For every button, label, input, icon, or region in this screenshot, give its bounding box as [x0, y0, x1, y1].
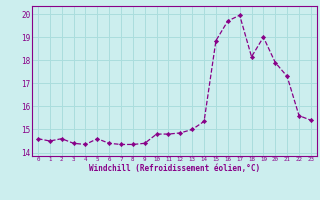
X-axis label: Windchill (Refroidissement éolien,°C): Windchill (Refroidissement éolien,°C) — [89, 164, 260, 173]
